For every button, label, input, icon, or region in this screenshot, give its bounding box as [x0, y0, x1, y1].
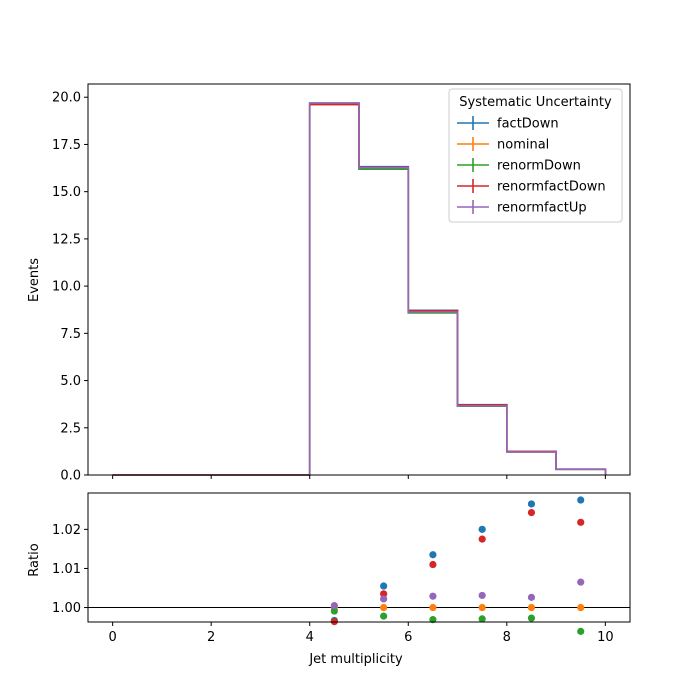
ratio-point-nominal: [429, 603, 437, 612]
legend-box: [448, 88, 623, 223]
legend-title: Systematic Uncertainty: [459, 95, 612, 110]
legend-label-factDown: factDown: [497, 117, 559, 132]
ratio-point-renormDown: [577, 627, 585, 635]
x-tick-label: 2: [207, 630, 215, 645]
x-axis-label: Jet multiplicity: [308, 652, 403, 667]
ratio-point-renormDown: [527, 614, 536, 622]
main-y-tick-label: 20.0: [52, 91, 81, 106]
ratio-point-renormfactDown: [527, 508, 536, 517]
x-tick-label: 4: [306, 630, 314, 645]
ratio-point-nominal: [527, 603, 536, 612]
ratio-point-factDown: [429, 551, 437, 559]
main-y-axis-label: Events: [27, 258, 42, 302]
x-tick-label: 8: [503, 630, 511, 645]
main-y-tick-label: 0.0: [60, 469, 81, 484]
ratio-panel: 0 2 4 6 8 10 1.00 1.01 1.02 Ratio Jet multiplici…: [27, 492, 631, 667]
legend: Systematic Uncertainty factDown nominal ren…: [448, 88, 623, 223]
ratio-point-renormfactUp: [429, 592, 437, 600]
ratio-point-renormfactUp: [478, 591, 486, 600]
ratio-point-factDown: [577, 496, 585, 504]
ratio-point-factDown: [527, 500, 536, 508]
ratio-point-renormfactDown: [577, 518, 585, 526]
ratio-y-tick-label: 1.00: [52, 601, 81, 616]
ratio-y-tick-label: 1.02: [52, 523, 81, 538]
ratio-point-renormDown: [478, 615, 486, 623]
ratio-points-group: [330, 496, 585, 635]
ratio-point-renormfactDown: [429, 560, 437, 569]
main-panel: 0.02.55.07.510.012.515.017.520.0 Events …: [27, 83, 631, 484]
ratio-ticks-group: 0 2 4 6 8 10 1.00 1.01 1.02: [52, 523, 614, 645]
ratio-point-factDown: [380, 582, 388, 590]
ratio-point-nominal: [380, 603, 388, 612]
legend-label-renormfactUp: renormfactUp: [497, 201, 587, 216]
legend-label-renormDown: renormDown: [497, 159, 581, 174]
ratio-point-renormDown: [330, 607, 338, 615]
ratio-point-renormfactDown: [478, 535, 486, 543]
x-tick-label: 0: [108, 630, 116, 645]
ratio-plot-frame: [87, 492, 631, 623]
main-y-tick-label: 10.0: [52, 280, 81, 295]
ratio-point-renormfactUp: [380, 595, 388, 603]
main-plot-frame: [87, 83, 631, 476]
ratio-point-renormDown: [429, 616, 437, 624]
ratio-point-nominal: [478, 603, 486, 612]
main-y-tick-label: 7.5: [60, 327, 81, 342]
main-y-tick-label: 12.5: [52, 232, 81, 247]
ratio-point-renormfactDown: [380, 590, 388, 598]
ratio-point-renormfactUp: [577, 578, 585, 586]
ratio-point-renormfactUp: [527, 593, 536, 601]
x-tick-label: 10: [597, 630, 614, 645]
ratio-point-renormDown: [380, 612, 388, 620]
ratio-point-renormfactUp: [330, 601, 338, 610]
x-tick-label: 6: [404, 630, 412, 645]
ratio-point-factDown: [478, 525, 486, 533]
main-ticks-group: 0.0 2.5 5.0 7.5 10.0 12.5 15.0 17.5 20.0: [52, 91, 606, 484]
main-y-tick-label: 5.0: [60, 374, 81, 389]
ratio-point-nominal: [577, 603, 585, 612]
main-y-tick-label: 2.5: [60, 421, 81, 436]
ratio-y-axis-label: Ratio: [27, 543, 42, 576]
main-y-tick-label: 15.0: [52, 185, 81, 200]
legend-label-renormfactDown: renormfactDown: [497, 180, 606, 195]
ratio-y-tick-label: 1.01: [52, 562, 81, 577]
main-y-tick-label: 17.5: [52, 138, 81, 153]
legend-label-nominal: nominal: [497, 138, 549, 153]
